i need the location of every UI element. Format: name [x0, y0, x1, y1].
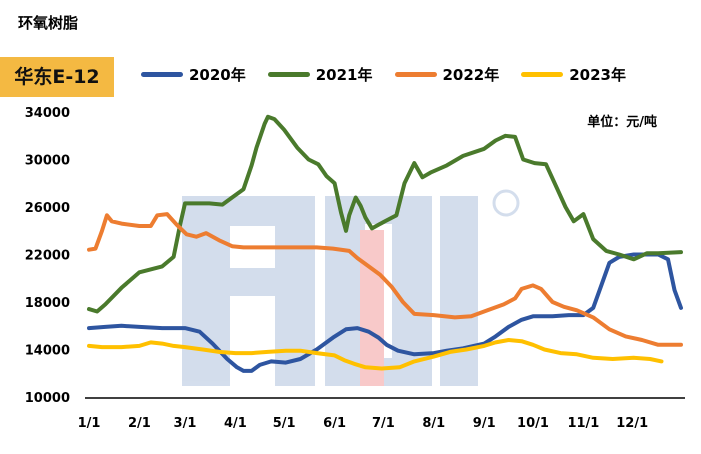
y-tick-label: 30000	[25, 154, 70, 169]
legend-swatch-2021	[267, 72, 310, 77]
legend-swatch-2020	[141, 72, 183, 77]
x-tick-label: 11/1	[567, 416, 599, 431]
legend-swatch-2022	[394, 72, 437, 77]
watermark-letter-a-top	[230, 196, 275, 226]
series-line-2022年	[87, 212, 683, 347]
x-tick-label: 3/1	[174, 416, 197, 431]
y-tick-label: 34000	[25, 106, 70, 121]
x-tick-label: 5/1	[273, 416, 296, 431]
x-tick-label: 8/1	[422, 416, 445, 431]
x-axis-ticks: 1/1 2/1 3/1 4/1 5/1 6/1 7/1 8/1 9/1 10/1 11/1 12/1	[78, 416, 649, 431]
legend-item-2023: 2023年	[521, 64, 626, 85]
watermark-letter-m-right	[440, 196, 478, 386]
legend: 2020年 2021年 2022年 2023年	[141, 64, 648, 85]
watermark-red-bar	[360, 230, 384, 386]
x-tick-label: 7/1	[372, 416, 395, 431]
legend-item-2021: 2021年	[267, 64, 373, 85]
legend-label-2023: 2023年	[569, 66, 626, 84]
x-tick-label: 2/1	[128, 416, 151, 431]
y-tick-label: 10000	[25, 391, 70, 406]
y-tick-label: 18000	[25, 296, 70, 311]
series-line-2020年	[87, 252, 683, 373]
y-tick-label: 26000	[25, 201, 70, 216]
legend-label-2021: 2021年	[315, 66, 373, 84]
y-tick-label: 22000	[25, 249, 70, 264]
chart-title: 环氧树脂	[18, 14, 79, 32]
series-layer	[87, 114, 683, 373]
watermark-letter-a-bar	[230, 268, 275, 296]
x-tick-label: 9/1	[473, 416, 496, 431]
product-badge: 华东E-12	[0, 57, 114, 97]
watermark-letter-a-left	[182, 196, 230, 386]
series-line-2023年	[87, 338, 664, 371]
legend-swatch-2023	[521, 72, 564, 77]
y-tick-label: 14000	[25, 344, 70, 359]
legend-item-2020: 2020年	[141, 64, 246, 85]
x-tick-label: 4/1	[224, 416, 247, 431]
legend-label-2020: 2020年	[189, 66, 246, 84]
watermark-letter-c-bottom	[365, 358, 400, 386]
x-tick-label: 12/1	[616, 416, 648, 431]
registered-mark	[492, 189, 520, 217]
x-tick-label: 1/1	[78, 416, 101, 431]
watermark-letter-a-right	[275, 196, 315, 386]
x-tick-label: 6/1	[323, 416, 346, 431]
unit-label: 单位：元/吨	[587, 115, 657, 130]
watermark-letter-c-top	[365, 196, 400, 224]
legend-label-2022: 2022年	[442, 66, 500, 84]
y-axis-ticks: 10000 14000 18000 22000 26000 30000 34000	[25, 106, 70, 406]
x-tick-label: 10/1	[517, 416, 549, 431]
legend-item-2022: 2022年	[394, 64, 500, 85]
series-line-2021年	[87, 114, 683, 314]
